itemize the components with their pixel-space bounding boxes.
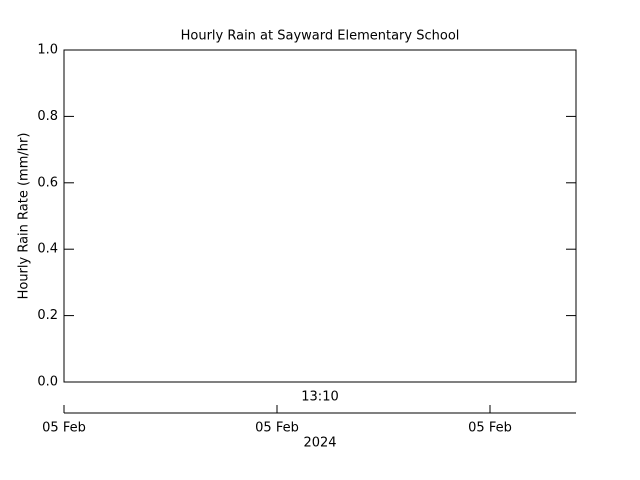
y-tick-label: 0.2 [37, 308, 58, 323]
y-tick-label: 0.6 [37, 175, 58, 190]
x-tick-label: 05 Feb [468, 421, 512, 436]
x-tick-label: 05 Feb [255, 421, 299, 436]
y-tick-label: 0.4 [37, 242, 58, 257]
y-tick-label: 0.8 [37, 109, 58, 124]
y-tick-label: 0.0 [37, 375, 58, 390]
x-tick-label: 05 Feb [42, 421, 86, 436]
x-axis-title: 2024 [303, 436, 336, 451]
annotation: 13:10 [301, 390, 338, 405]
y-tick-label: 1.0 [37, 43, 58, 58]
y-axis-title: Hourly Rain Rate (mm/hr) [17, 133, 32, 300]
chart-title: Hourly Rain at Sayward Elementary School [181, 29, 460, 44]
plot-frame [63, 49, 577, 383]
